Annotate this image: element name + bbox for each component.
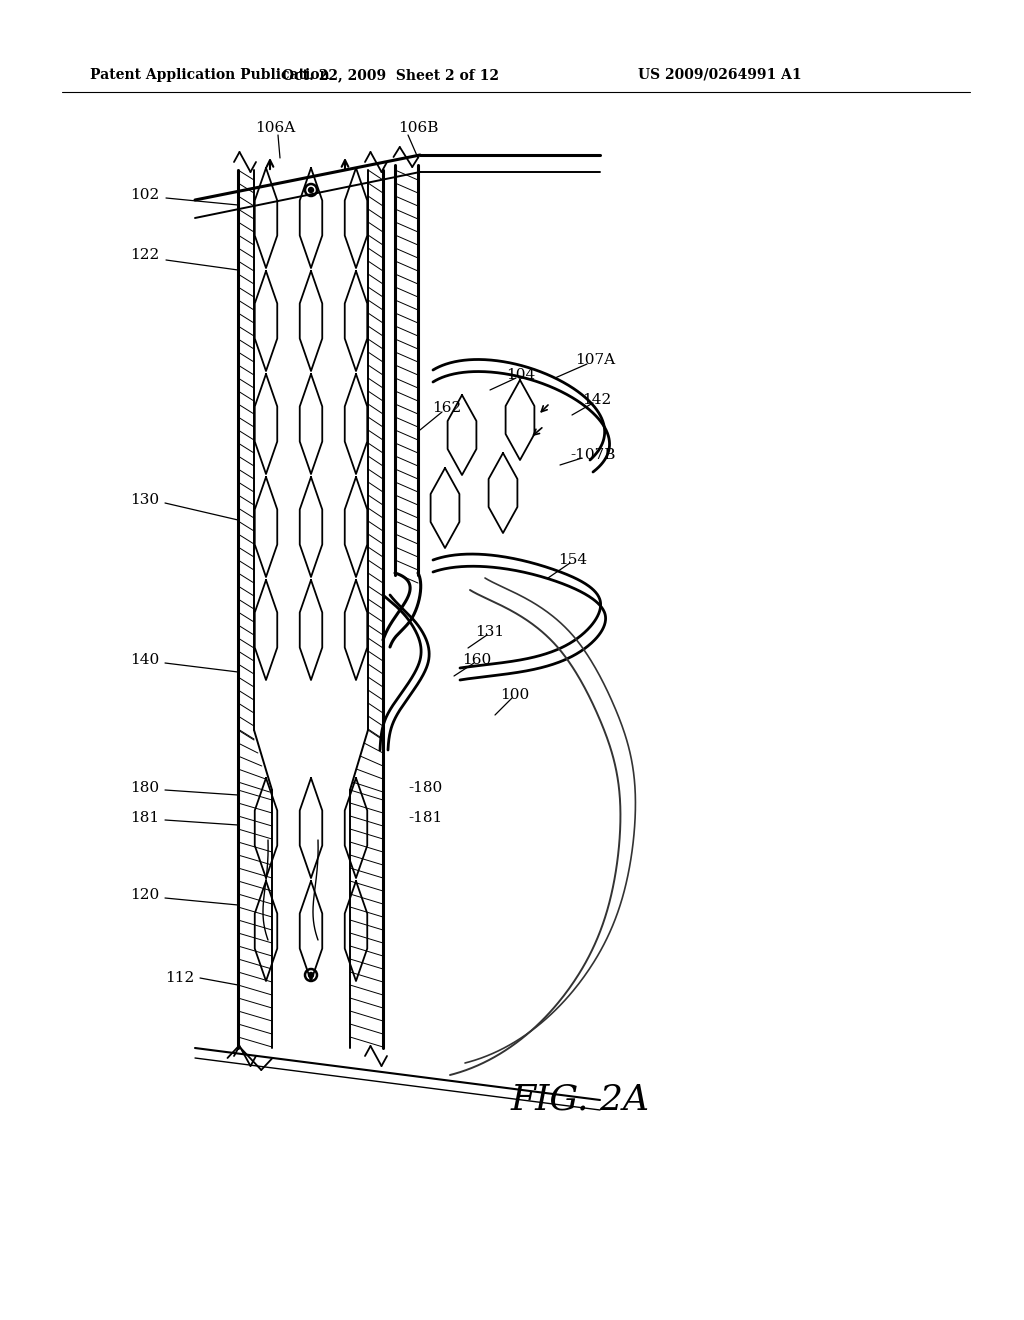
Text: 154: 154 xyxy=(558,553,587,568)
Text: FIG. 2A: FIG. 2A xyxy=(510,1082,649,1117)
Text: 104: 104 xyxy=(506,368,536,381)
Text: 112: 112 xyxy=(165,972,195,985)
Text: US 2009/0264991 A1: US 2009/0264991 A1 xyxy=(638,69,802,82)
Text: 160: 160 xyxy=(462,653,492,667)
Text: 162: 162 xyxy=(432,401,461,414)
Text: 102: 102 xyxy=(130,187,160,202)
Text: 140: 140 xyxy=(130,653,160,667)
Text: 106B: 106B xyxy=(398,121,438,135)
Text: 100: 100 xyxy=(500,688,529,702)
Text: 120: 120 xyxy=(130,888,160,902)
Text: 130: 130 xyxy=(130,492,159,507)
Text: 122: 122 xyxy=(130,248,160,261)
Text: Patent Application Publication: Patent Application Publication xyxy=(90,69,330,82)
Text: 106A: 106A xyxy=(255,121,295,135)
Text: 107A: 107A xyxy=(575,352,615,367)
Text: 131: 131 xyxy=(475,624,504,639)
Circle shape xyxy=(308,973,313,978)
Text: 142: 142 xyxy=(582,393,611,407)
Text: 180: 180 xyxy=(130,781,159,795)
Text: Oct. 22, 2009  Sheet 2 of 12: Oct. 22, 2009 Sheet 2 of 12 xyxy=(282,69,499,82)
Text: -180: -180 xyxy=(408,781,442,795)
Text: -181: -181 xyxy=(408,810,442,825)
Text: -107B: -107B xyxy=(570,447,615,462)
Circle shape xyxy=(308,187,313,193)
Text: 181: 181 xyxy=(130,810,159,825)
